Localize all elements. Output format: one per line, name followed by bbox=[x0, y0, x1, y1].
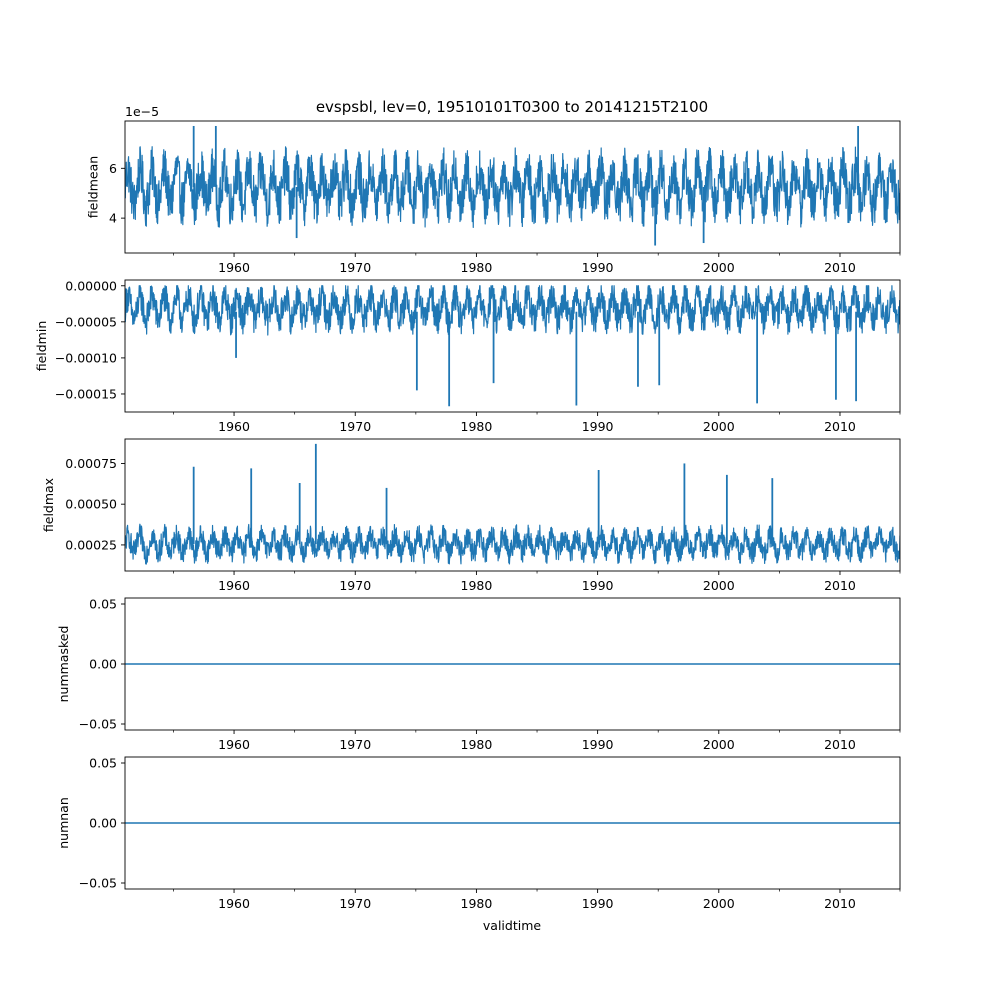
x-tick-label: 1990 bbox=[582, 260, 614, 275]
x-tick-label: 2010 bbox=[824, 737, 856, 752]
y-tick-label: 6 bbox=[109, 161, 117, 176]
y-tick-label: −0.05 bbox=[79, 717, 117, 732]
x-tick-label: 1980 bbox=[461, 578, 493, 593]
x-tick-label: 2010 bbox=[824, 578, 856, 593]
y-tick-label: −0.00015 bbox=[55, 386, 117, 401]
x-tick-label: 1970 bbox=[339, 260, 371, 275]
x-tick-label: 1960 bbox=[218, 578, 250, 593]
subplots: 1960 1970 1980 1990 2000 2010461e−5fieldmean1… bbox=[34, 104, 901, 911]
x-tick-label: 2000 bbox=[703, 737, 735, 752]
series-line-fieldmax bbox=[125, 523, 900, 565]
axes-frame bbox=[124, 120, 901, 254]
axes-frame bbox=[124, 279, 901, 413]
subplot-fieldmean: 1960 1970 1980 1990 2000 2010 4 6 1e−5 fieldmean bbox=[86, 104, 901, 275]
y-tick-label: −0.00005 bbox=[55, 314, 117, 329]
x-tick-label: 2010 bbox=[824, 260, 856, 275]
x-tick-label: 1980 bbox=[461, 419, 493, 434]
y-axis-label: fieldmin bbox=[34, 321, 49, 372]
y-tick-label: 0.00050 bbox=[65, 497, 117, 512]
y-tick-label: 0.00000 bbox=[65, 278, 117, 293]
axes-frame bbox=[124, 438, 901, 572]
y-axis-label: fieldmax bbox=[41, 478, 56, 532]
y-tick-label: 0.05 bbox=[89, 597, 117, 612]
x-tick-label: 2000 bbox=[703, 578, 735, 593]
x-tick-label: 1980 bbox=[461, 896, 493, 911]
y-axis-label: nummasked bbox=[56, 626, 71, 703]
y-tick-label: −0.00010 bbox=[55, 350, 117, 365]
x-tick-label: 1990 bbox=[582, 896, 614, 911]
x-tick-label: 1990 bbox=[582, 737, 614, 752]
series-group bbox=[125, 443, 900, 565]
series-group bbox=[125, 285, 900, 407]
x-tick-label: 2000 bbox=[703, 260, 735, 275]
x-axis-label: validtime bbox=[483, 918, 541, 933]
x-tick-label: 1980 bbox=[461, 737, 493, 752]
subplot-fieldmax: 1960 1970 1980 1990 2000 2010 0.00025 0.00050 0.… bbox=[41, 438, 901, 593]
series-group bbox=[125, 125, 900, 246]
y-tick-label: 0.00075 bbox=[65, 456, 117, 471]
series-line-fieldmean bbox=[125, 146, 900, 228]
y-axis-label: fieldmean bbox=[86, 156, 101, 218]
y-axis-label: numnan bbox=[56, 797, 71, 849]
y-tick-label: 0.00 bbox=[89, 657, 117, 672]
x-tick-label: 1970 bbox=[339, 896, 371, 911]
x-tick-label: 1990 bbox=[582, 419, 614, 434]
y-tick-label: 4 bbox=[109, 211, 117, 226]
subplot-numnan: 1960 1970 1980 1990 2000 2010 −0.05 0.00 0.05 num… bbox=[56, 756, 901, 911]
y-tick-label: 0.00025 bbox=[65, 537, 117, 552]
x-tick-label: 1980 bbox=[461, 260, 493, 275]
x-tick-label: 2000 bbox=[703, 419, 735, 434]
subplot-nummasked: 1960 1970 1980 1990 2000 2010 −0.05 0.00 0.05 num… bbox=[56, 597, 901, 752]
x-tick-label: 1970 bbox=[339, 578, 371, 593]
y-tick-label: −0.05 bbox=[79, 876, 117, 891]
x-tick-label: 1960 bbox=[218, 896, 250, 911]
x-tick-label: 1970 bbox=[339, 737, 371, 752]
x-tick-label: 1960 bbox=[218, 419, 250, 434]
x-tick-label: 1960 bbox=[218, 260, 250, 275]
subplot-fieldmin: 1960 1970 1980 1990 2000 2010 −0.00015 −0.00010… bbox=[34, 278, 901, 434]
x-tick-label: 1970 bbox=[339, 419, 371, 434]
y-offset-label: 1e−5 bbox=[125, 104, 159, 119]
x-tick-label: 1960 bbox=[218, 737, 250, 752]
x-tick-label: 2010 bbox=[824, 419, 856, 434]
x-tick-label: 2000 bbox=[703, 896, 735, 911]
chart-title: evspsbl, lev=0, 19510101T0300 to 2014121… bbox=[316, 98, 708, 116]
x-tick-label: 1990 bbox=[582, 578, 614, 593]
x-tick-label: 2010 bbox=[824, 896, 856, 911]
y-tick-label: 0.00 bbox=[89, 816, 117, 831]
y-tick-label: 0.05 bbox=[89, 756, 117, 771]
series-line-fieldmin bbox=[125, 285, 900, 336]
